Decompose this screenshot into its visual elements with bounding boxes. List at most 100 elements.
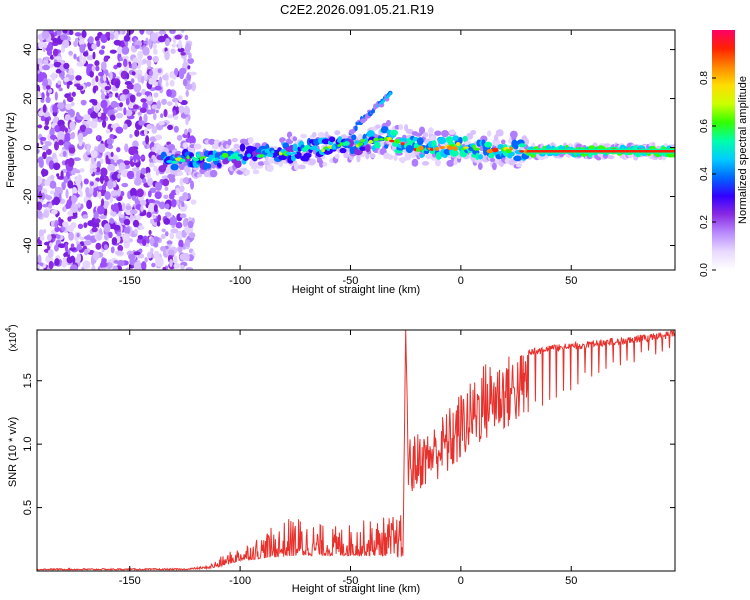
ridge-halo-blob [233,143,240,149]
ridge-body-blob [278,154,288,161]
ridge-body-blob [380,126,389,134]
noise-blob [68,50,73,56]
snr-series-line [37,330,675,571]
noise-blob [77,202,81,208]
noise-blob [96,102,101,111]
ridge-body-blob [462,135,468,142]
noise-blob [112,224,121,231]
ridge-halo-blob [298,164,306,170]
noise-blob [58,216,62,226]
noise-blob [122,88,130,95]
noise-blob [67,80,73,86]
noise-blob [39,262,44,267]
ridge-halo-blob [252,169,260,175]
noise-blob [144,91,151,96]
noise-blob [119,56,124,62]
noise-blob [77,132,84,142]
noise-blob [93,218,101,224]
noise-blob [53,162,61,171]
noise-blob [37,72,44,83]
noise-blob [163,194,169,200]
noise-blob [146,251,153,259]
noise-blob [133,104,139,110]
noise-blob [178,246,182,254]
noise-blob [184,83,193,90]
ridge-core-blob [492,147,499,153]
noise-blob [95,65,100,72]
noise-blob [161,228,166,233]
noise-blob [149,69,153,77]
ridge-body-blob [364,144,371,153]
noise-blob [101,184,106,191]
ridge-core-blob [321,149,326,152]
ridge-core-blob [453,146,458,151]
ridge-halo-blob [167,173,176,180]
snr-x-ticks: -150 -100 -50 0 50 [119,330,577,587]
noise-blob [169,71,175,79]
noise-blob [139,212,145,217]
noise-blob [178,239,184,249]
noise-blob [83,222,88,228]
noise-blob [190,199,197,205]
noise-blob [87,220,96,227]
noise-blob [68,231,75,241]
noise-blob [183,62,188,67]
noise-blob [182,252,190,258]
noise-blob [126,72,130,80]
spectrogram-y-ticks: -40 -20 0 20 40 [22,43,675,253]
ridge-core-blob [463,146,470,149]
noise-blob [99,174,105,184]
ridge-core-blob [171,160,178,164]
snr-scale-prefix: (x10 [8,332,19,352]
noise-blob [151,262,156,268]
colorbar-ticks: 0.0 0.2 0.4 0.6 0.8 [699,71,716,277]
noise-blob [116,46,124,55]
spectrogram-panel: -150 -100 -50 0 50 -40 -20 0 20 40 Height of str… [5,29,676,296]
noise-blob [68,30,74,36]
noise-blob [154,236,159,241]
noise-blob [146,109,154,115]
snr-y-tick-label: 1.5 [22,373,34,388]
noise-blob [119,102,124,108]
noise-blob [114,162,118,167]
noise-blob [123,58,128,68]
noise-blob [76,61,85,67]
noise-blob [82,51,89,57]
noise-blob [124,143,129,153]
ridge-halo-blob [266,164,274,173]
noise-blob [110,211,117,217]
noise-blob [171,198,177,208]
ridge-halo-blob [489,158,496,163]
ridge-halo-blob [470,130,477,135]
noise-blob [48,260,54,270]
noise-blob [117,173,121,179]
noise-blob [178,39,183,49]
noise-blob [171,43,176,48]
noise-blob [86,143,91,154]
ridge-halo-blob [182,142,189,149]
noise-blob [54,258,60,266]
ridge-halo-blob [196,173,203,178]
noise-blob [165,81,169,87]
noise-blob [41,31,50,40]
noise-blob [123,226,131,235]
noise-blob [53,196,61,206]
ridge-core-blob [509,146,514,151]
noise-blob [49,174,55,180]
noise-blob [65,103,72,110]
noise-blob [146,123,152,130]
ridge-body-blob [329,136,336,143]
noise-blob [42,203,49,208]
ridge-halo-blob [369,153,376,159]
noise-blob [85,187,90,194]
noise-blob [51,72,56,81]
noise-blob [184,227,191,234]
noise-blob [114,250,123,256]
ridge-core-blob [363,141,368,146]
noise-blob [163,217,171,225]
noise-blob [157,258,164,267]
noise-blob [147,177,154,187]
noise-blob [181,30,185,34]
noise-blob [64,132,71,142]
ridge-halo-blob [422,132,429,138]
